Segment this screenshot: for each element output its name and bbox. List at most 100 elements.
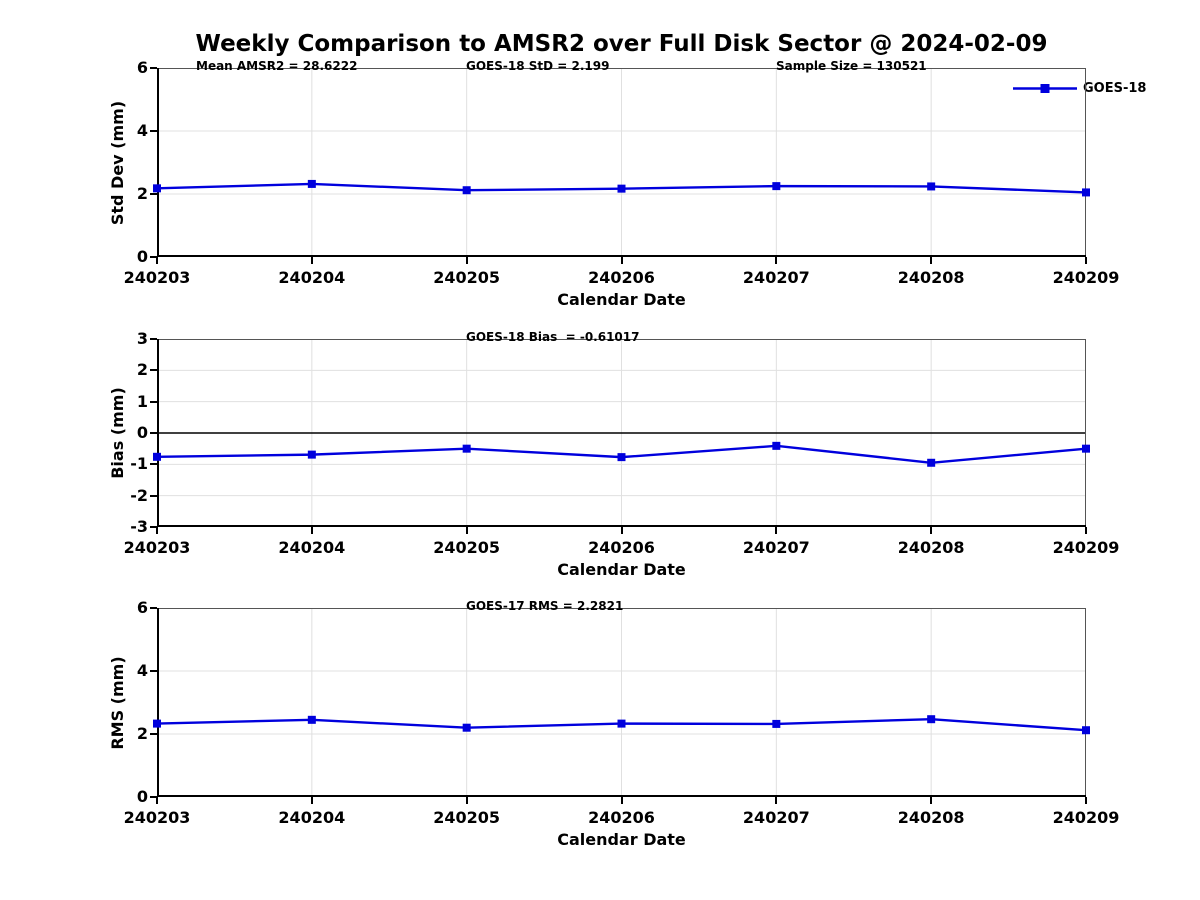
x-tick-label: 240203 <box>123 808 191 827</box>
x-tick-label: 240207 <box>742 538 810 557</box>
x-axis-label: Calendar Date <box>557 830 686 849</box>
y-tick-mark <box>150 733 157 735</box>
y-tick-mark <box>150 369 157 372</box>
y-tick-mark <box>150 338 157 340</box>
x-tick-mark <box>465 797 468 804</box>
y-tick-label: -1 <box>130 454 148 474</box>
y-tick-mark <box>150 494 157 497</box>
y-axis-label: Std Dev (mm) <box>108 100 127 225</box>
data-marker <box>617 453 626 462</box>
x-tick-label: 240203 <box>123 538 191 557</box>
data-marker <box>772 719 781 728</box>
data-marker <box>1082 444 1090 453</box>
data-marker <box>153 452 161 461</box>
y-tick-label: 2 <box>136 724 148 743</box>
y-tick-mark <box>150 67 157 69</box>
y-axis-label: Bias (mm) <box>108 387 127 479</box>
y-tick-mark <box>150 130 157 132</box>
y-tick-label: -2 <box>130 485 148 505</box>
x-tick-label: 240209 <box>1052 808 1120 827</box>
y-axis-label: RMS (mm) <box>108 655 127 750</box>
y-tick-label: 0 <box>136 247 148 266</box>
x-tick-mark <box>310 797 313 804</box>
x-tick-mark <box>620 797 623 804</box>
y-tick-label: -3 <box>130 517 148 536</box>
x-tick-label: 240208 <box>897 268 965 287</box>
x-tick-label: 240204 <box>278 538 346 557</box>
data-marker <box>927 182 936 191</box>
x-tick-mark <box>156 797 158 804</box>
data-marker <box>927 715 936 724</box>
x-tick-label: 240207 <box>742 808 810 827</box>
legend: GOES-18 <box>1013 81 1146 96</box>
y-tick-mark <box>150 526 157 528</box>
data-marker <box>1082 188 1090 197</box>
x-tick-mark <box>775 797 778 804</box>
data-marker <box>307 179 316 188</box>
x-tick-mark <box>465 257 468 264</box>
x-tick-label: 240206 <box>588 268 655 287</box>
x-tick-label: 240203 <box>123 268 191 287</box>
data-marker <box>462 186 471 195</box>
plot-area <box>153 339 1090 527</box>
y-tick-label: 1 <box>136 391 148 411</box>
y-tick-label: 2 <box>136 184 148 203</box>
y-tick-label: 3 <box>136 329 148 348</box>
y-tick-mark <box>150 256 157 258</box>
data-marker <box>617 184 626 193</box>
plot-area <box>153 68 1090 257</box>
data-marker <box>1082 726 1090 735</box>
x-tick-mark <box>156 527 158 534</box>
y-tick-label: 6 <box>136 58 148 77</box>
figure-title: Weekly Comparison to AMSR2 over Full Dis… <box>195 31 1048 57</box>
x-tick-mark <box>775 257 778 264</box>
x-tick-mark <box>620 527 623 534</box>
y-tick-mark <box>150 607 157 609</box>
y-tick-mark <box>150 463 157 466</box>
y-tick-label: 4 <box>136 121 148 140</box>
x-tick-mark <box>156 257 158 264</box>
y-tick-mark <box>150 193 157 195</box>
x-tick-label: 240206 <box>588 538 655 557</box>
x-tick-label: 240208 <box>897 808 965 827</box>
data-marker <box>307 450 316 459</box>
x-tick-label: 240208 <box>897 538 965 557</box>
data-marker <box>462 444 471 453</box>
y-tick-mark <box>150 670 157 672</box>
data-marker <box>772 441 781 450</box>
x-tick-mark <box>465 527 468 534</box>
x-tick-mark <box>1085 257 1087 264</box>
y-tick-label: 0 <box>136 787 148 806</box>
data-marker <box>307 715 316 724</box>
plot-annotation: GOES-18 StD = 2.199 <box>466 59 610 73</box>
y-tick-mark <box>150 796 157 798</box>
y-tick-label: 4 <box>136 661 148 680</box>
x-axis-label: Calendar Date <box>557 560 686 579</box>
data-marker <box>153 184 161 193</box>
x-axis-label: Calendar Date <box>557 290 686 309</box>
legend-label: GOES-18 <box>1083 81 1147 96</box>
x-tick-mark <box>930 527 933 534</box>
plot-annotation: Sample Size = 130521 <box>776 59 927 73</box>
x-tick-mark <box>930 257 933 264</box>
plot-annotation: Mean AMSR2 = 28.6222 <box>196 59 358 73</box>
x-tick-label: 240209 <box>1052 268 1120 287</box>
x-tick-mark <box>1085 527 1087 534</box>
y-tick-label: 2 <box>136 360 148 380</box>
y-tick-mark <box>150 400 157 403</box>
x-tick-label: 240207 <box>742 268 810 287</box>
data-marker <box>462 723 471 732</box>
y-tick-mark <box>150 432 157 434</box>
y-tick-label: 0 <box>136 423 148 442</box>
plot-area <box>153 608 1090 797</box>
x-tick-mark <box>1085 797 1087 804</box>
data-marker <box>153 719 161 728</box>
x-tick-mark <box>775 527 778 534</box>
x-tick-mark <box>930 797 933 804</box>
data-marker <box>927 458 936 467</box>
data-marker <box>617 719 626 728</box>
x-tick-label: 240206 <box>588 808 655 827</box>
x-tick-mark <box>310 257 313 264</box>
x-tick-mark <box>310 527 313 534</box>
